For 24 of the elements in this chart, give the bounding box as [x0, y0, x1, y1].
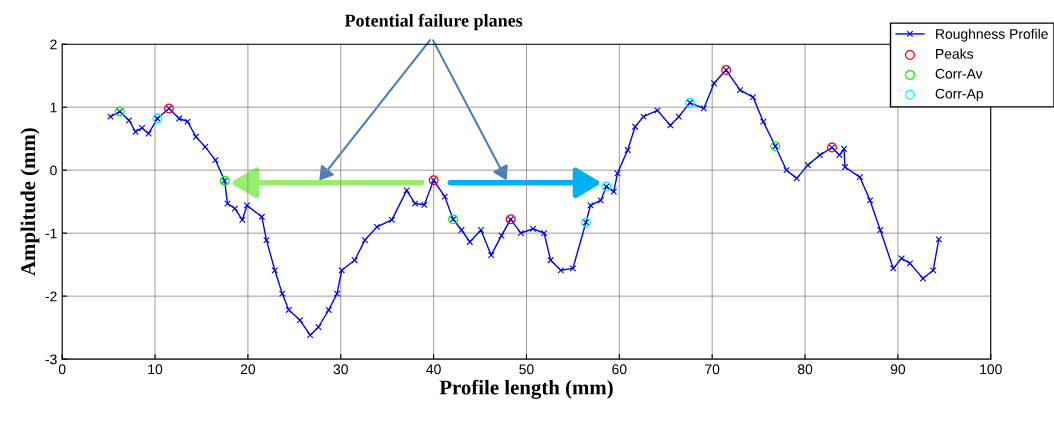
legend-label: Peaks: [936, 48, 974, 59]
x-axis-title: Profile length (mm): [439, 379, 613, 399]
y-tick-label: 1: [50, 102, 57, 113]
legend-label: Corr-Ap: [935, 88, 983, 102]
x-tick-label: 10: [148, 364, 163, 375]
x-tick-label: 20: [240, 364, 256, 375]
x-tick-label: 30: [333, 364, 348, 375]
legend-label: Corr-Av: [935, 68, 983, 79]
x-tick-label: 50: [519, 364, 534, 375]
y-tick-label: -3: [45, 354, 57, 365]
y-tick-label: -2: [45, 291, 57, 302]
x-tick-label: 40: [426, 364, 441, 375]
x-tick-label: 100: [980, 364, 1002, 375]
x-tick-label: 60: [612, 364, 627, 375]
legend-label: Roughness Profile: [936, 28, 1048, 42]
y-axis-title: Amplitude (mm): [20, 128, 40, 276]
x-tick-label: 80: [797, 364, 813, 375]
x-tick-label: 90: [890, 364, 906, 375]
y-tick-label: 2: [50, 39, 57, 50]
y-tick-label: -1: [45, 228, 57, 239]
x-tick-label: 0: [58, 364, 66, 375]
x-tick-label: 70: [705, 364, 720, 375]
y-tick-label: 0: [50, 165, 57, 176]
text: Potential failure planes: [344, 13, 523, 31]
